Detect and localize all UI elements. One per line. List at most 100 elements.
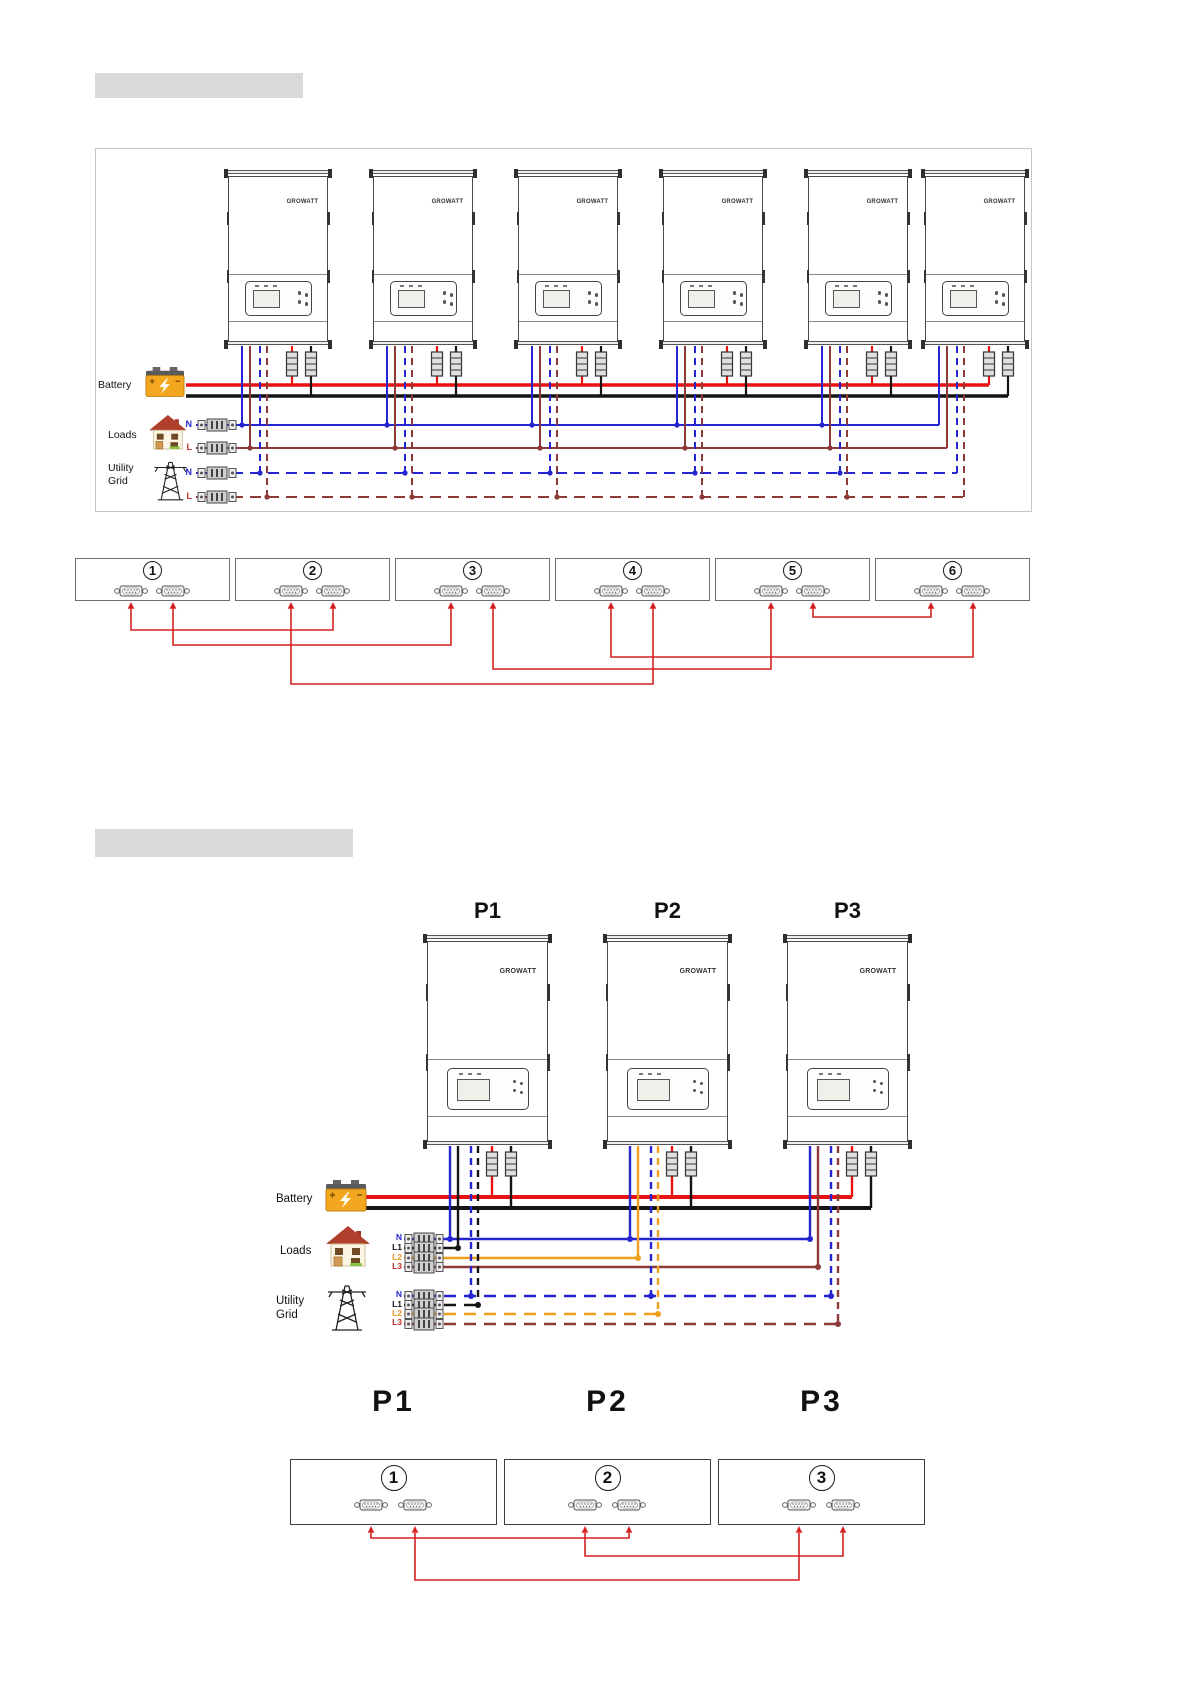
grid-l-label: L xyxy=(186,491,193,501)
phase-label-p2: P2 xyxy=(654,898,681,923)
growatt-logo: GROWATT xyxy=(859,968,897,976)
utility-grid-label: Utility Grid xyxy=(276,1294,304,1323)
mount-tab-icon xyxy=(785,984,788,1001)
lcd-screen xyxy=(636,1079,671,1101)
led-indicators-icon xyxy=(819,1072,824,1075)
comm-label-p2: P2 xyxy=(586,1385,629,1418)
d2-battery-bus-negative xyxy=(352,1146,873,1210)
inverter-unit-5: GROWATT xyxy=(804,168,912,349)
panel-divider xyxy=(229,320,327,322)
utility-label-line1: Utility xyxy=(276,1295,305,1307)
inverter-unit-1: GROWATT xyxy=(224,168,332,349)
control-buttons-icon xyxy=(692,1080,697,1084)
lcd-screen xyxy=(397,290,426,309)
d2-grid-l1-wire xyxy=(404,1146,480,1307)
led-indicators-icon xyxy=(951,285,956,288)
growatt-logo: GROWATT xyxy=(499,968,537,976)
mount-tab-icon xyxy=(661,212,664,226)
d2-junction-dots-blue xyxy=(447,1236,834,1299)
led-indicators-icon xyxy=(544,285,549,288)
display-panel xyxy=(534,281,603,316)
mount-tab-icon xyxy=(907,212,910,226)
display-panel xyxy=(244,281,313,316)
mounting-rail xyxy=(514,168,622,178)
mounting-rail xyxy=(783,933,912,943)
mount-tab-icon xyxy=(371,212,374,226)
mounting-rail xyxy=(921,168,1029,178)
panel-divider xyxy=(809,320,907,322)
comm-label-p1: P1 xyxy=(372,1385,415,1418)
d2-battery-fuse-icons xyxy=(485,1151,878,1177)
growatt-logo: GROWATT xyxy=(983,198,1016,205)
loads-label: Loads xyxy=(280,1245,312,1257)
mounting-rail xyxy=(603,933,732,943)
panel-divider xyxy=(664,320,762,322)
panel-divider xyxy=(608,1059,727,1061)
display-panel xyxy=(824,281,893,316)
d2-comm-arrowheads xyxy=(367,1526,847,1533)
d2-grid-l2-wire xyxy=(404,1146,660,1316)
control-buttons-icon xyxy=(995,291,999,295)
mount-tab-icon xyxy=(762,212,765,226)
battery-icon xyxy=(325,1179,367,1212)
mounting-rail xyxy=(514,339,622,349)
comm-box-unit-2: 2 xyxy=(235,558,390,601)
lcd-screen xyxy=(456,1079,491,1101)
unit-number-badge: 3 xyxy=(463,561,482,580)
comm-box-unit-p2: 2 xyxy=(504,1459,711,1525)
led-indicators-icon xyxy=(689,285,694,288)
inverter-unit-p1: GROWATT xyxy=(423,933,552,1149)
mount-tab-icon xyxy=(923,212,926,226)
loads-l2-label: L2 xyxy=(392,1252,402,1262)
mounting-rail xyxy=(369,168,477,178)
led-indicators-icon xyxy=(399,285,404,288)
loads-l-label: L xyxy=(186,442,193,452)
control-buttons-icon xyxy=(588,291,592,295)
mount-tab-icon xyxy=(617,212,620,226)
comm-box-unit-p3: 3 xyxy=(718,1459,925,1525)
grid-n-label: N xyxy=(185,467,193,477)
panel-divider xyxy=(788,1115,907,1117)
control-buttons-icon xyxy=(512,1080,517,1084)
phase-label-p1: P1 xyxy=(474,898,501,923)
mount-tab-icon xyxy=(425,984,428,1001)
loads-n-label: N xyxy=(185,419,193,429)
lcd-screen xyxy=(687,290,716,309)
inverter-unit-3: GROWATT xyxy=(514,168,622,349)
comm-box-unit-p1: 1 xyxy=(290,1459,497,1525)
section2-heading-redacted-bar xyxy=(95,829,353,857)
unit-number-badge: 3 xyxy=(808,1465,835,1491)
d2-junction-dots-l2 xyxy=(635,1255,661,1317)
utility-label-line2: Grid xyxy=(276,1309,298,1322)
mounting-rail xyxy=(224,168,332,178)
loads-l3-label: L3 xyxy=(392,1261,402,1271)
phase-label-p3: P3 xyxy=(834,898,861,923)
led-indicators-icon xyxy=(254,285,259,288)
lcd-screen xyxy=(542,290,571,309)
panel-divider xyxy=(608,1115,727,1117)
mounting-rail xyxy=(224,339,332,349)
unit-number-badge: 4 xyxy=(623,561,642,580)
panel-divider xyxy=(374,320,472,322)
mount-tab-icon xyxy=(226,212,229,226)
d2-loads-neutral-wire xyxy=(404,1146,812,1241)
mount-tab-icon xyxy=(907,984,910,1001)
inverter-unit-4: GROWATT xyxy=(659,168,767,349)
d2-legend-icons xyxy=(325,1179,371,1331)
battery-label: Battery xyxy=(98,379,132,391)
led-indicators-icon xyxy=(639,1072,644,1075)
display-panel xyxy=(679,281,748,316)
growatt-logo: GROWATT xyxy=(431,198,464,205)
led-indicators-icon xyxy=(834,285,839,288)
diagram1-frame xyxy=(95,148,1032,512)
comm-label-p3: P3 xyxy=(800,1385,843,1418)
mount-tab-icon xyxy=(727,984,730,1001)
panel-divider xyxy=(788,1059,907,1061)
comm-box-unit-3: 3 xyxy=(395,558,550,601)
unit-number-badge: 2 xyxy=(303,561,322,580)
unit-number-badge: 1 xyxy=(380,1465,407,1491)
mounting-rail xyxy=(804,168,912,178)
display-panel xyxy=(447,1068,530,1110)
panel-divider xyxy=(229,273,327,275)
